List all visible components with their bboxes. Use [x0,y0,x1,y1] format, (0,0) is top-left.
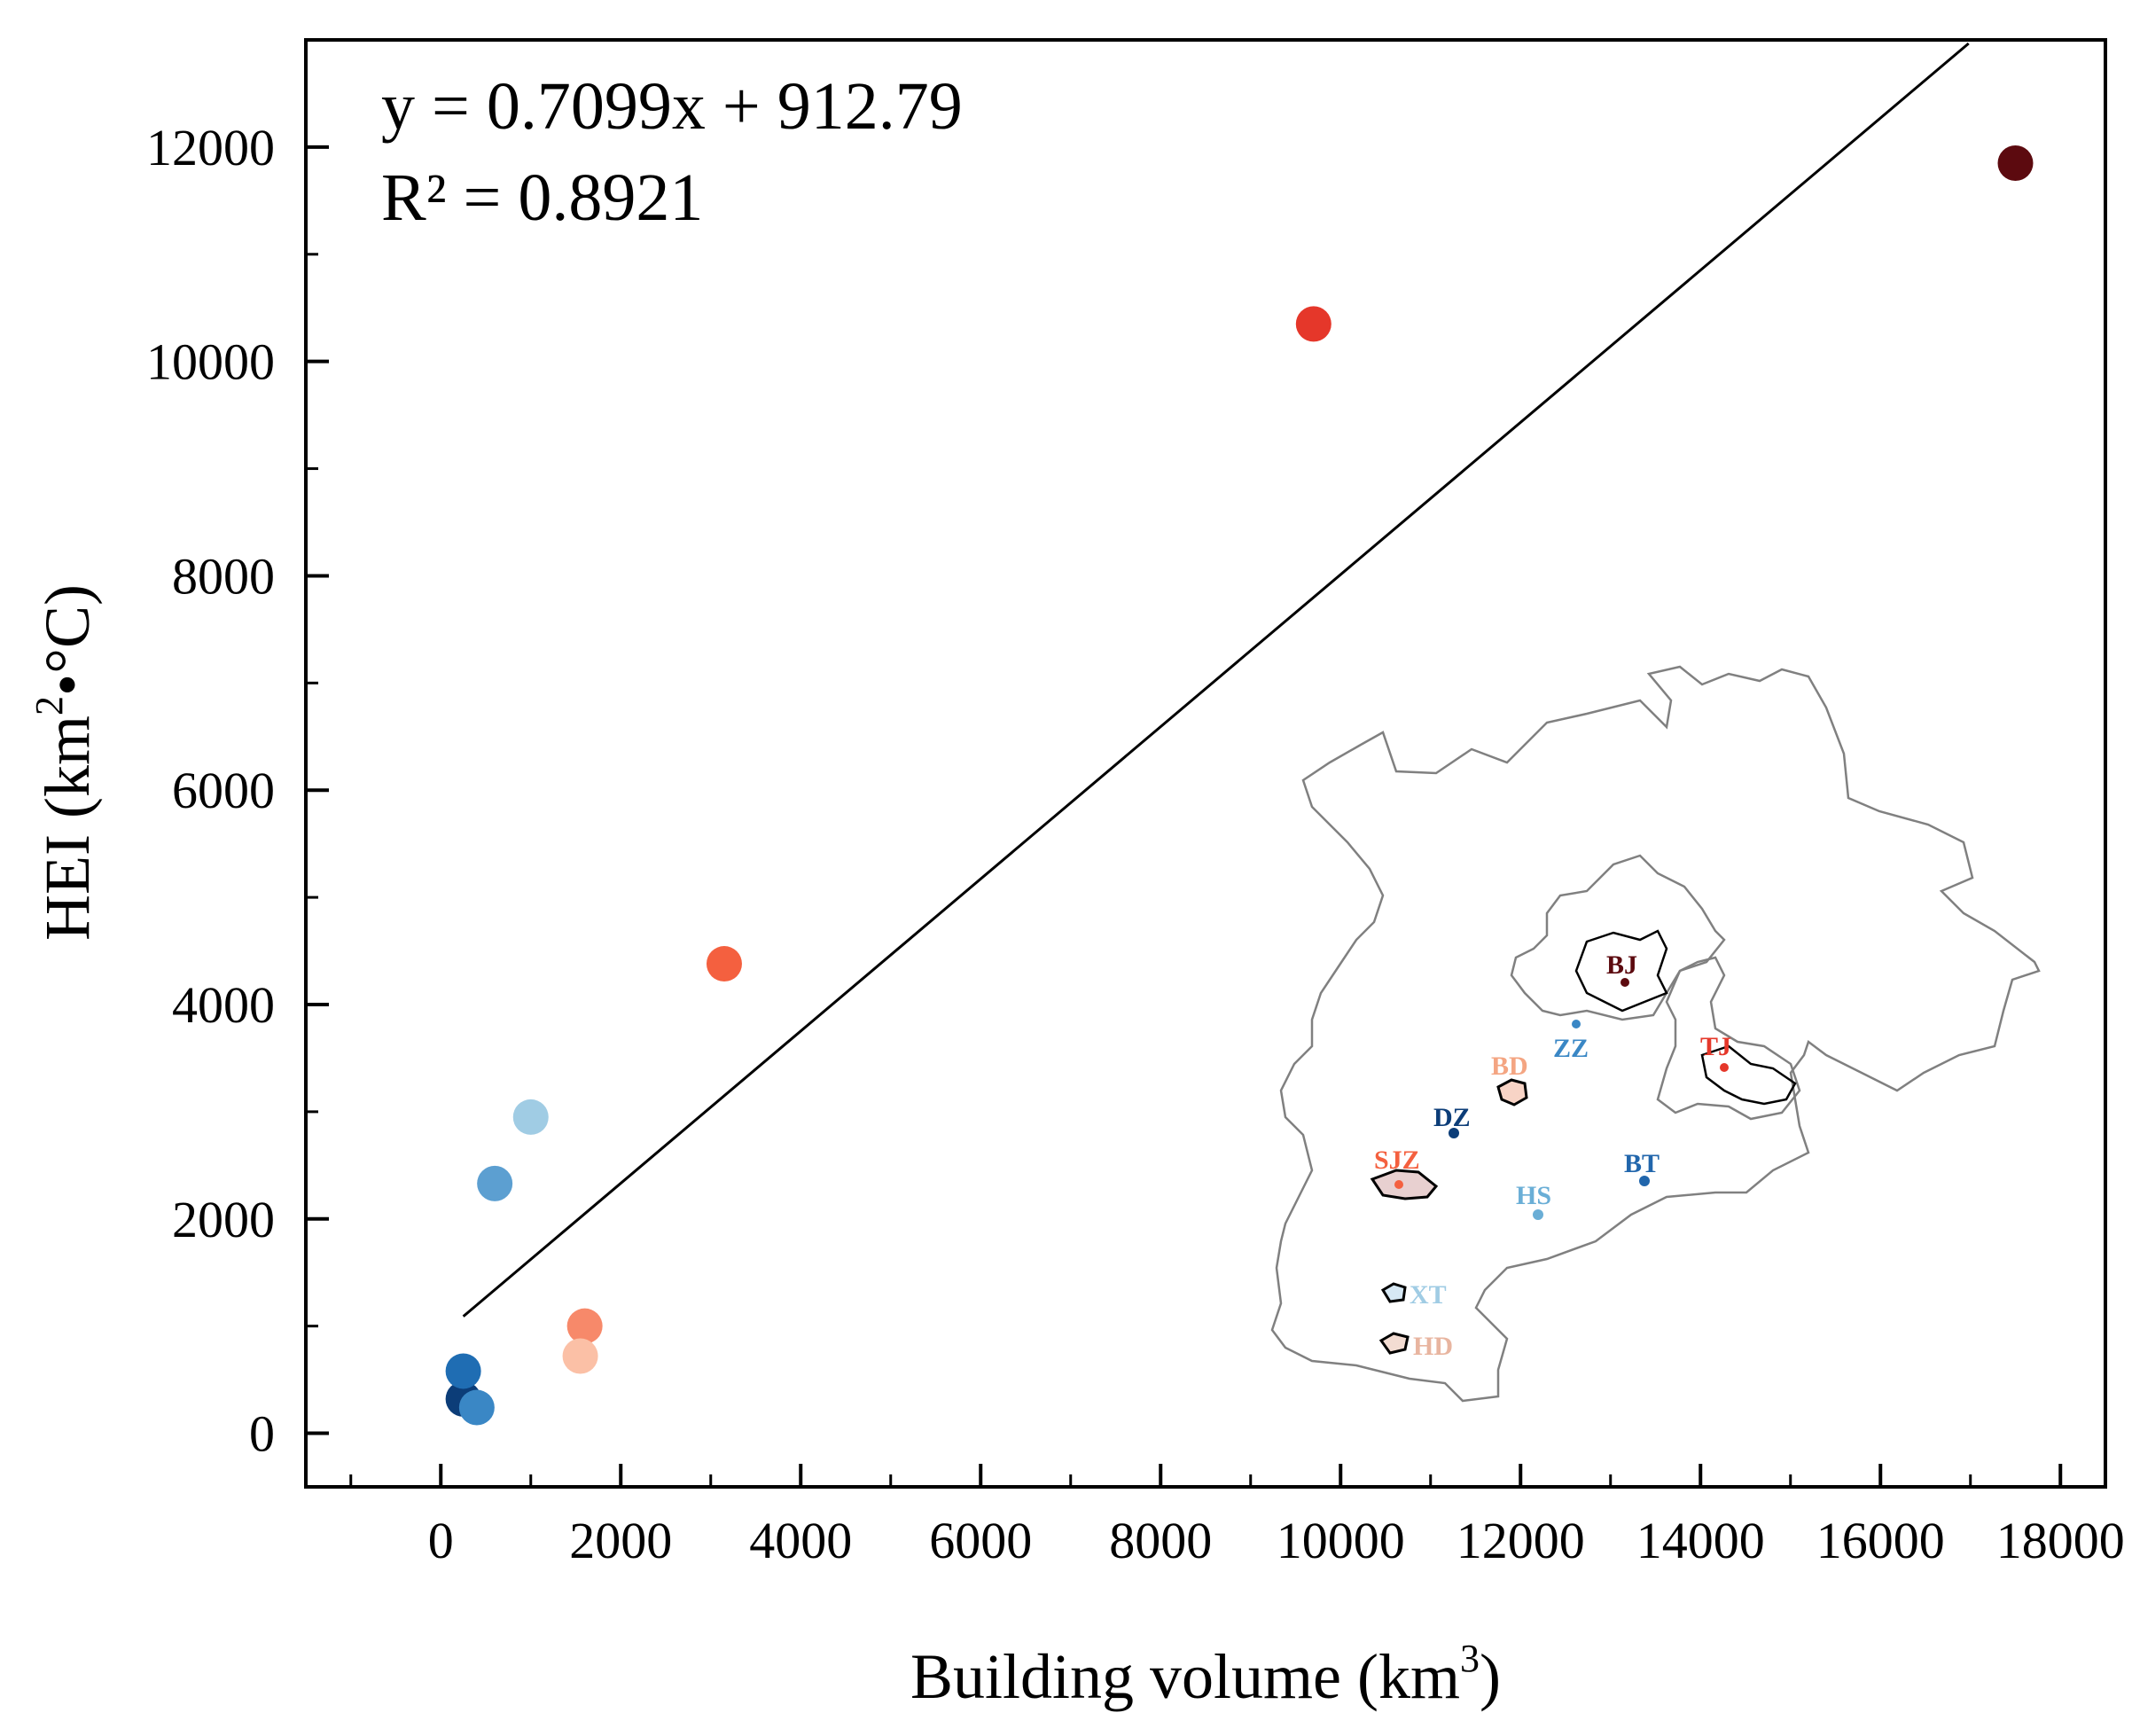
x-axis-ticks: 0 2000 4000 6000 8000 10000 12000 14000 16000 180… [349,1464,2125,1569]
data-point-bd [566,1308,603,1344]
y-tick-label: 2000 [172,1191,275,1248]
city-dot-dz [1449,1128,1459,1138]
region-outline [1270,665,2041,1403]
x-tick-label: 18000 [1996,1512,2125,1569]
data-point-bj [1997,145,2034,182]
data-point-hd [562,1338,598,1374]
map-label-zz: ZZ [1553,1034,1589,1063]
r-squared: R² = 0.8921 [381,160,703,235]
map-label-hd: HD [1413,1332,1453,1361]
map-label-bt: BT [1624,1149,1660,1178]
data-point-tj [1295,306,1332,342]
data-point-sjz [706,946,742,982]
x-tick-label: 16000 [1816,1512,1945,1569]
y-tick-label: 6000 [172,762,275,819]
inset-map: BJ TJ ZZ BD DZ SJZ BT HS XT HD [1270,665,2041,1403]
x-tick-label: 14000 [1636,1512,1765,1569]
city-dot-bt [1639,1176,1650,1186]
regression-equation: y = 0.7099x + 912.79 [381,69,963,144]
data-point-xt [512,1099,549,1135]
x-tick-label: 6000 [929,1512,1032,1569]
x-tick-label: 8000 [1109,1512,1212,1569]
data-point-zz [445,1353,481,1389]
x-tick-label: 4000 [749,1512,852,1569]
city-dot-hs [1533,1209,1543,1220]
city-dot-bj [1620,978,1629,987]
y-axis-ticks: 0 2000 4000 6000 8000 10000 12000 [146,119,329,1463]
map-label-tj: TJ [1700,1032,1731,1061]
x-tick-label: 0 [428,1512,454,1569]
map-label-bd: BD [1491,1052,1528,1081]
city-blob-hd [1378,1332,1410,1355]
x-tick-label: 10000 [1277,1512,1405,1569]
y-axis-title: HEI (km2•°C) [27,584,103,941]
data-point-bt [458,1389,495,1426]
scatter-points [445,145,2034,1426]
map-label-hs: HS [1516,1181,1551,1210]
city-blob-sjz [1370,1169,1439,1200]
y-tick-label: 12000 [146,119,275,176]
data-point-hs [477,1165,513,1201]
plot-frame [304,38,2107,1489]
city-blob-bd [1496,1078,1528,1107]
y-tick-label: 10000 [146,333,275,391]
map-label-bj: BJ [1606,950,1637,980]
city-blob-bj [1574,929,1668,1013]
city-dot-sjz [1394,1180,1403,1189]
city-blob-tj [1700,1044,1797,1106]
y-tick-label: 8000 [172,547,275,605]
map-label-dz: DZ [1433,1103,1471,1132]
tianjin-outline [1656,956,1801,1121]
regression-line [462,42,1970,1318]
beijing-outline [1510,854,1726,1021]
y-tick-label: 0 [249,1405,275,1463]
map-label-xt: XT [1410,1280,1447,1310]
x-tick-label: 2000 [569,1512,672,1569]
city-dot-zz [1572,1020,1581,1028]
map-label-sjz: SJZ [1374,1146,1420,1175]
x-tick-label: 12000 [1456,1512,1585,1569]
x-axis-title: Building volume (km3) [910,1637,1501,1712]
city-blob-xt [1380,1282,1407,1303]
city-dot-tj [1720,1063,1729,1072]
y-tick-label: 4000 [172,976,275,1034]
